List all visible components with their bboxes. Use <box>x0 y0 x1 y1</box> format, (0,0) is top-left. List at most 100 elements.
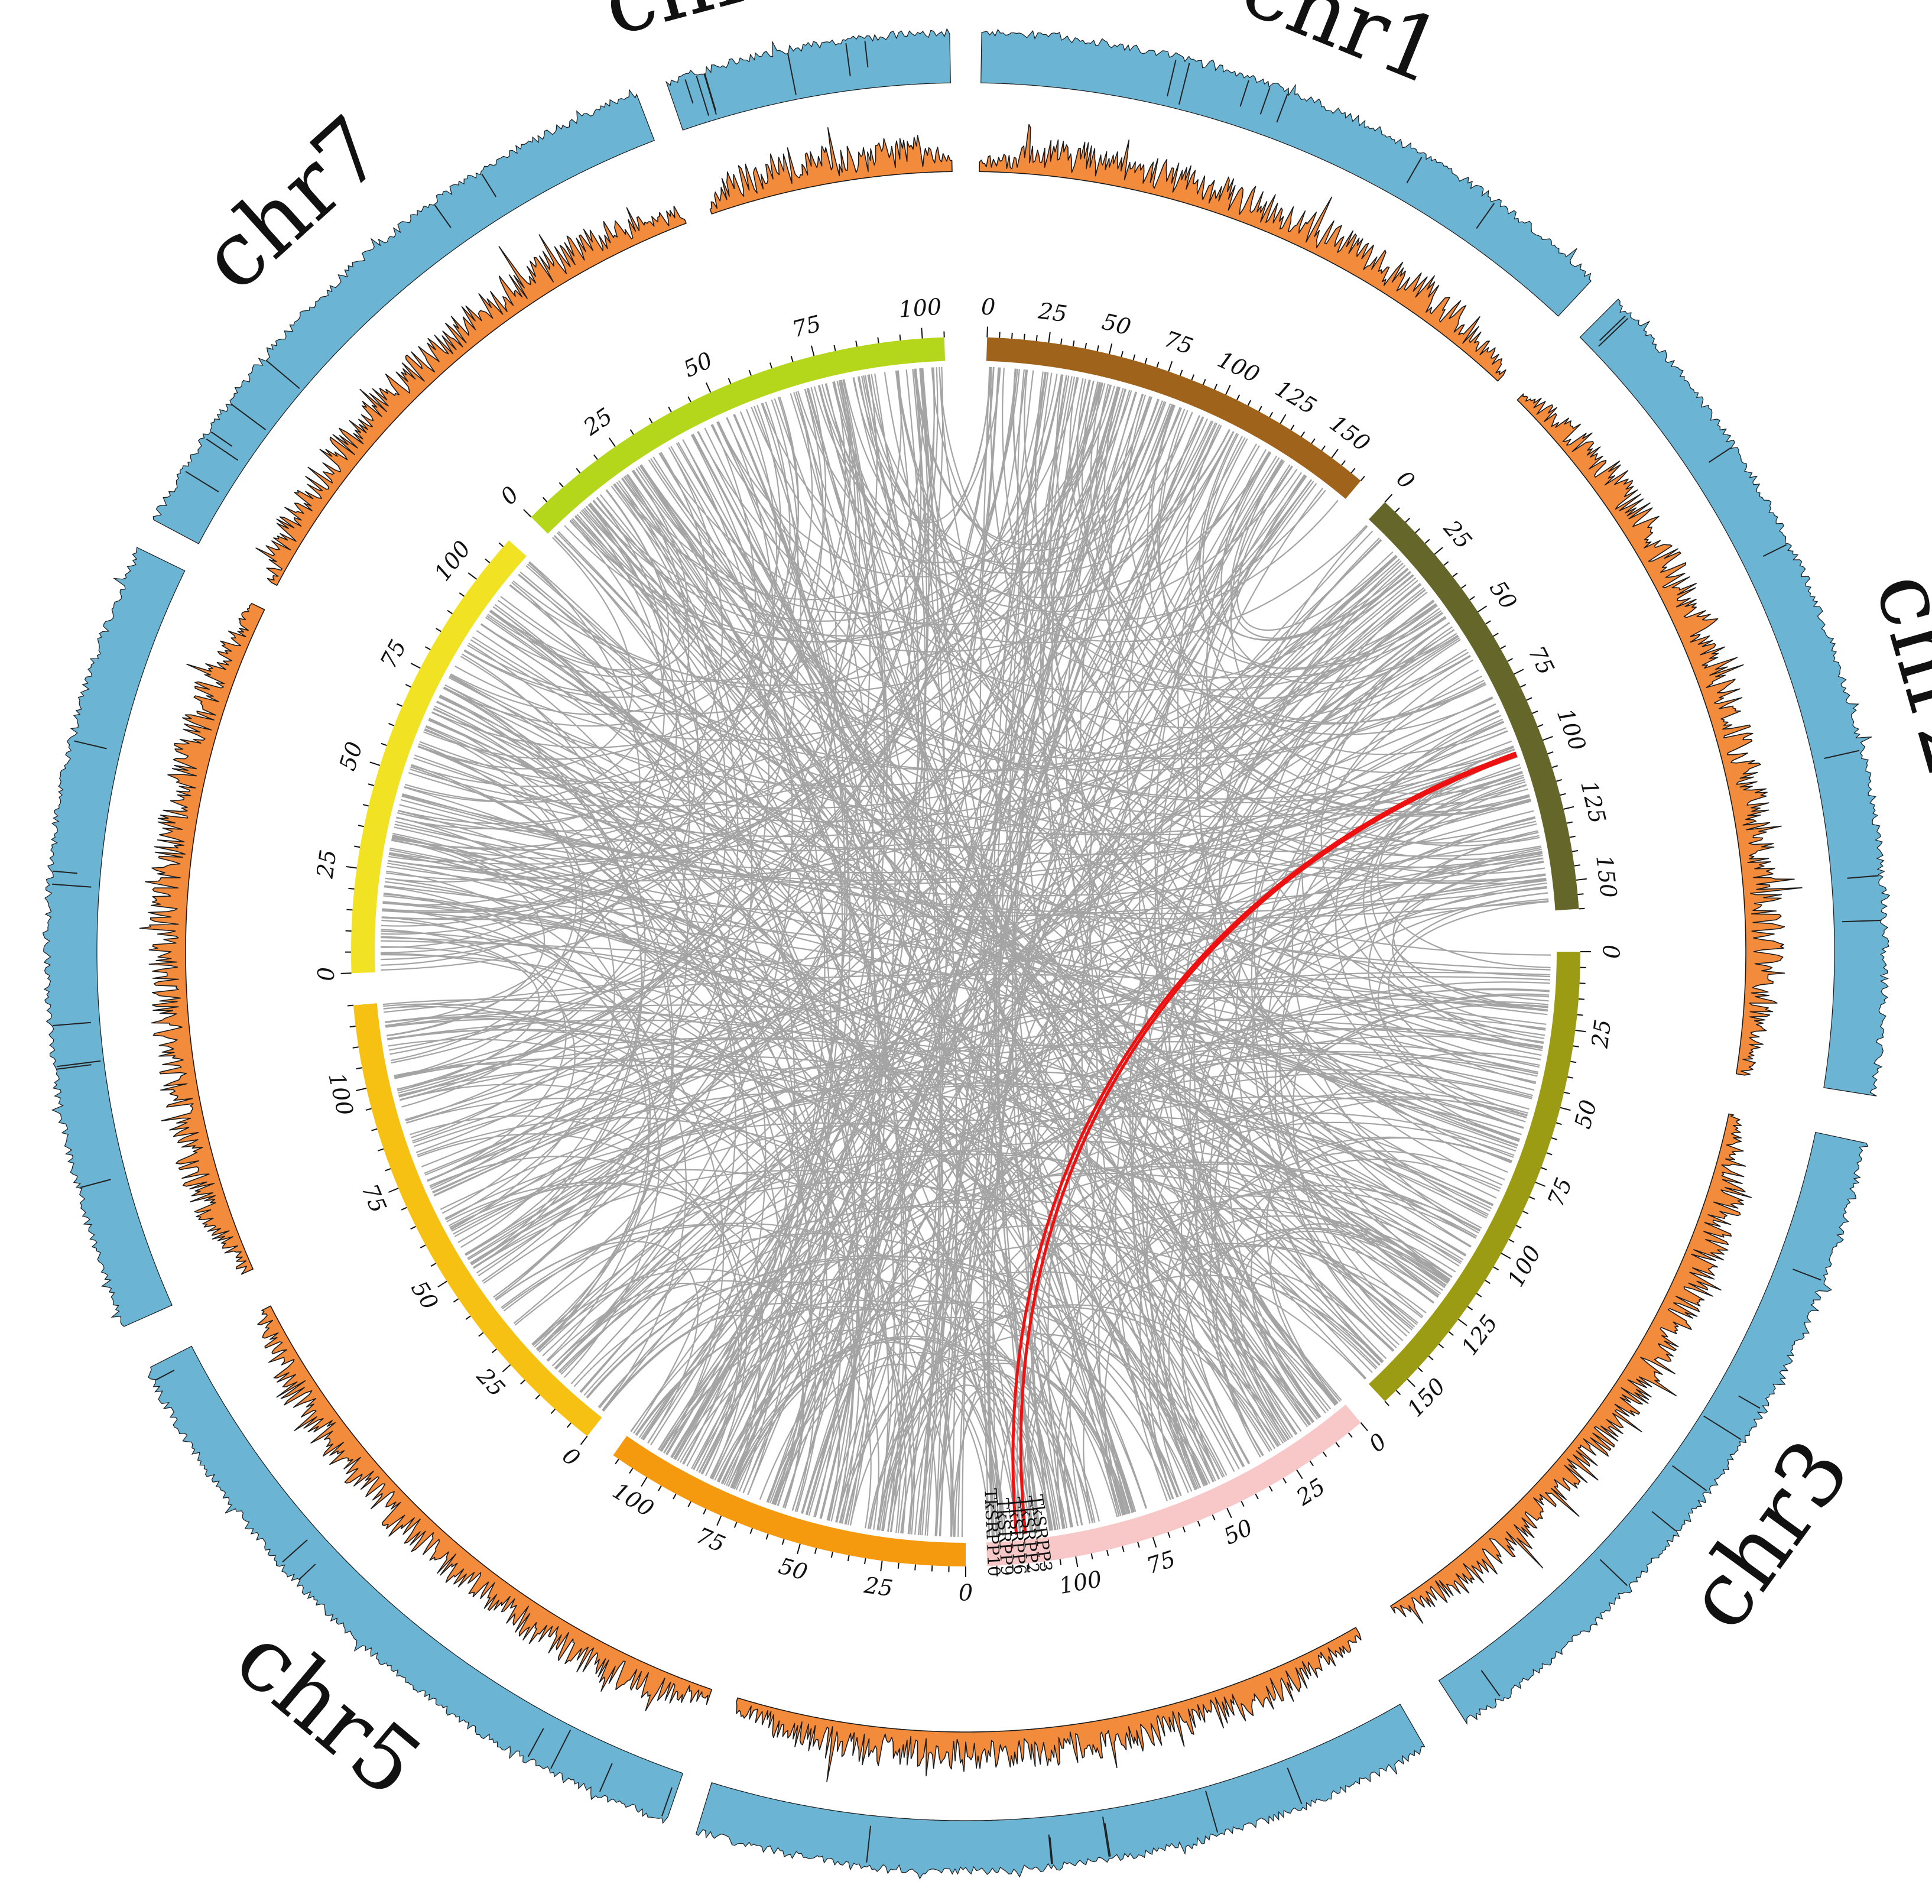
chr4-coverage-track <box>695 1704 1426 1880</box>
chr7-tick-label: 50 <box>335 738 368 773</box>
chr5-tick-label: 0 <box>959 1580 973 1606</box>
chr1-ideogram <box>986 337 1361 499</box>
chr4-tick-label: 50 <box>1220 1514 1256 1549</box>
chr4-tick-label: 100 <box>1057 1566 1104 1599</box>
chr4-tick-label: 25 <box>1291 1473 1330 1511</box>
chr6-tick-label: 25 <box>471 1363 510 1402</box>
chr1-tick-label: 125 <box>1271 375 1321 420</box>
chr8-tick-label: 75 <box>790 310 824 343</box>
chr7-tick-label: 100 <box>429 536 476 586</box>
chr8-coverage-markers <box>684 41 869 116</box>
chr2-tick-label: 25 <box>1439 515 1477 554</box>
chr8-tick-marks <box>523 327 945 518</box>
chr5-tick-marks <box>615 1458 966 1577</box>
chr1-coverage-track <box>980 28 1592 317</box>
chr2-density-track <box>1517 393 1803 1076</box>
chr4-ideogram <box>986 1405 1361 1566</box>
chr6-tick-label: 100 <box>323 1071 358 1118</box>
chr2-tick-label: 100 <box>1552 705 1591 754</box>
chr3-ideogram <box>1368 952 1580 1402</box>
chr7-tick-label: 0 <box>312 966 339 982</box>
chr5-coverage-markers <box>155 1370 673 1817</box>
chr8-label: chr8 <box>593 0 818 56</box>
chr2-coverage-markers <box>1598 315 1882 923</box>
synteny-link <box>380 366 1551 1538</box>
chr8-ideogram <box>531 337 946 534</box>
chr2-ideogram <box>1368 502 1579 911</box>
chr6-coverage-track <box>42 547 186 1327</box>
chr1-tick-label: 150 <box>1325 410 1375 457</box>
chr2-tick-label: 150 <box>1591 854 1622 899</box>
chr4-density-track <box>736 1627 1362 1782</box>
chr2-coverage-track <box>1579 299 1891 1097</box>
chr8-tick-label: 100 <box>898 294 942 323</box>
chr6-tick-label: 75 <box>356 1180 391 1217</box>
chr4-label: chr4 <box>863 1892 1069 1904</box>
chr3-tick-label: 50 <box>1570 1097 1602 1131</box>
chr7-tick-label: 25 <box>311 848 341 880</box>
chr4-tick-marks <box>996 1422 1368 1577</box>
chr7-ideogram <box>351 540 527 974</box>
chr4-tick-label: 75 <box>1144 1546 1178 1579</box>
chr2-tick-label: 0 <box>1392 465 1420 494</box>
chr6-label: chr6 <box>0 849 11 1055</box>
chr2-tick-marks <box>1384 494 1587 910</box>
chr6-tick-label: 50 <box>406 1276 443 1314</box>
chr1-tick-label: 25 <box>1036 297 1069 327</box>
chr2-tick-label: 75 <box>1523 642 1559 679</box>
chromosome-ideograms <box>351 337 1580 1566</box>
chr1-density-track <box>979 124 1506 382</box>
chr7-coverage-markers <box>185 173 497 492</box>
chr3-tick-label: 75 <box>1543 1174 1577 1210</box>
chr3-tick-marks <box>1384 951 1591 1406</box>
chr5-coverage-track <box>148 1345 684 1824</box>
chr5-density-track <box>257 1305 713 1711</box>
chr1-tick-label: 75 <box>1161 326 1196 359</box>
chr1-tick-label: 50 <box>1099 309 1133 340</box>
chr8-density-track <box>709 127 953 215</box>
chr5-tick-label: 50 <box>776 1553 810 1585</box>
chr6-density-track <box>139 603 265 1275</box>
chr3-tick-label: 25 <box>1587 1018 1616 1050</box>
chr1-coverage-markers <box>1167 60 1495 229</box>
chr8-tick-label: 25 <box>578 403 617 440</box>
chr3-density-track <box>1390 1113 1752 1624</box>
highlight-links <box>1011 751 1518 1535</box>
gene-label-TkSRPP10: TkSRPP10 <box>980 1488 1004 1577</box>
chr1-tick-marks <box>986 326 1365 481</box>
chr7-density-track <box>255 205 687 586</box>
chr4-tick-label: 0 <box>1364 1428 1392 1457</box>
chr6-ideogram <box>353 1003 602 1436</box>
chr5-tick-label: 25 <box>862 1572 895 1601</box>
chr4-coverage-markers <box>866 1767 1303 1864</box>
chr8-coverage-track <box>665 28 951 131</box>
gene-density-tracks <box>139 124 1803 1782</box>
synteny-links <box>380 366 1551 1538</box>
chr1-tick-label: 0 <box>980 294 996 320</box>
chr5-ideogram <box>613 1436 966 1566</box>
chr3-coverage-track <box>1438 1131 1869 1725</box>
chr3-tick-label: 100 <box>1502 1241 1546 1292</box>
chr7-tick-marks <box>340 542 504 974</box>
chr6-tick-label: 0 <box>557 1442 585 1472</box>
highlight-link-1 <box>1011 751 1517 1535</box>
chr5-tick-label: 100 <box>608 1477 658 1522</box>
chr6-coverage-markers <box>52 740 111 1188</box>
outer-coverage-tracks <box>42 28 1891 1880</box>
chr3-tick-label: 125 <box>1456 1310 1503 1360</box>
chr7-coverage-track <box>152 89 655 544</box>
chr2-label: chr2 <box>1855 562 1932 787</box>
chr2-tick-label: 125 <box>1576 779 1611 826</box>
chr3-coverage-markers <box>1480 1269 1821 1697</box>
chr5-tick-label: 75 <box>693 1522 729 1558</box>
highlight-link-2 <box>1019 754 1518 1535</box>
chr2-tick-label: 50 <box>1485 576 1522 614</box>
chr3-tick-label: 0 <box>1598 945 1624 959</box>
chr7-tick-label: 75 <box>375 635 411 673</box>
chr1-tick-label: 100 <box>1214 346 1264 388</box>
chr8-tick-label: 50 <box>680 347 716 382</box>
chr6-tick-marks <box>347 1004 588 1445</box>
chr8-tick-label: 0 <box>495 481 524 510</box>
